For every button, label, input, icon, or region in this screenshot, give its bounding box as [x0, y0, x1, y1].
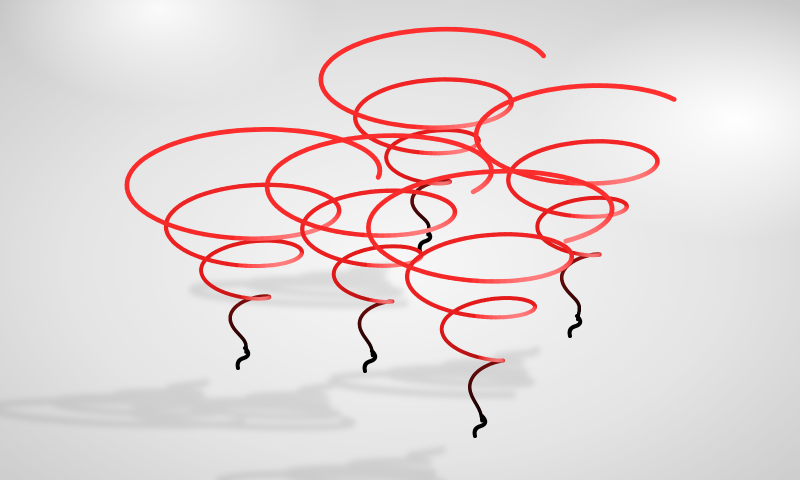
spiral-stem [235, 346, 251, 370]
spiral-left [124, 127, 383, 370]
spiral-segment [470, 186, 480, 195]
spiral-center [264, 133, 494, 373]
spiral-segment [667, 95, 677, 102]
spiral-stem [417, 229, 433, 253]
spiral-stem [567, 314, 583, 338]
spiral-shadow-right [328, 346, 541, 399]
spiral-right [473, 83, 677, 338]
spiral-segment [375, 171, 382, 180]
spiral-stem [472, 414, 488, 438]
spiral-shadow-front [215, 446, 446, 480]
spiral-segment [538, 50, 546, 59]
spiral-shadows [0, 261, 541, 480]
spiral-center-back [318, 26, 546, 253]
spiral-front [366, 168, 615, 438]
spiral-shadow-center-back [188, 261, 409, 309]
spiral-segment [563, 236, 576, 244]
spirals [124, 26, 677, 438]
spiral-shadow-center [128, 381, 356, 431]
spiral-stem [362, 349, 378, 373]
